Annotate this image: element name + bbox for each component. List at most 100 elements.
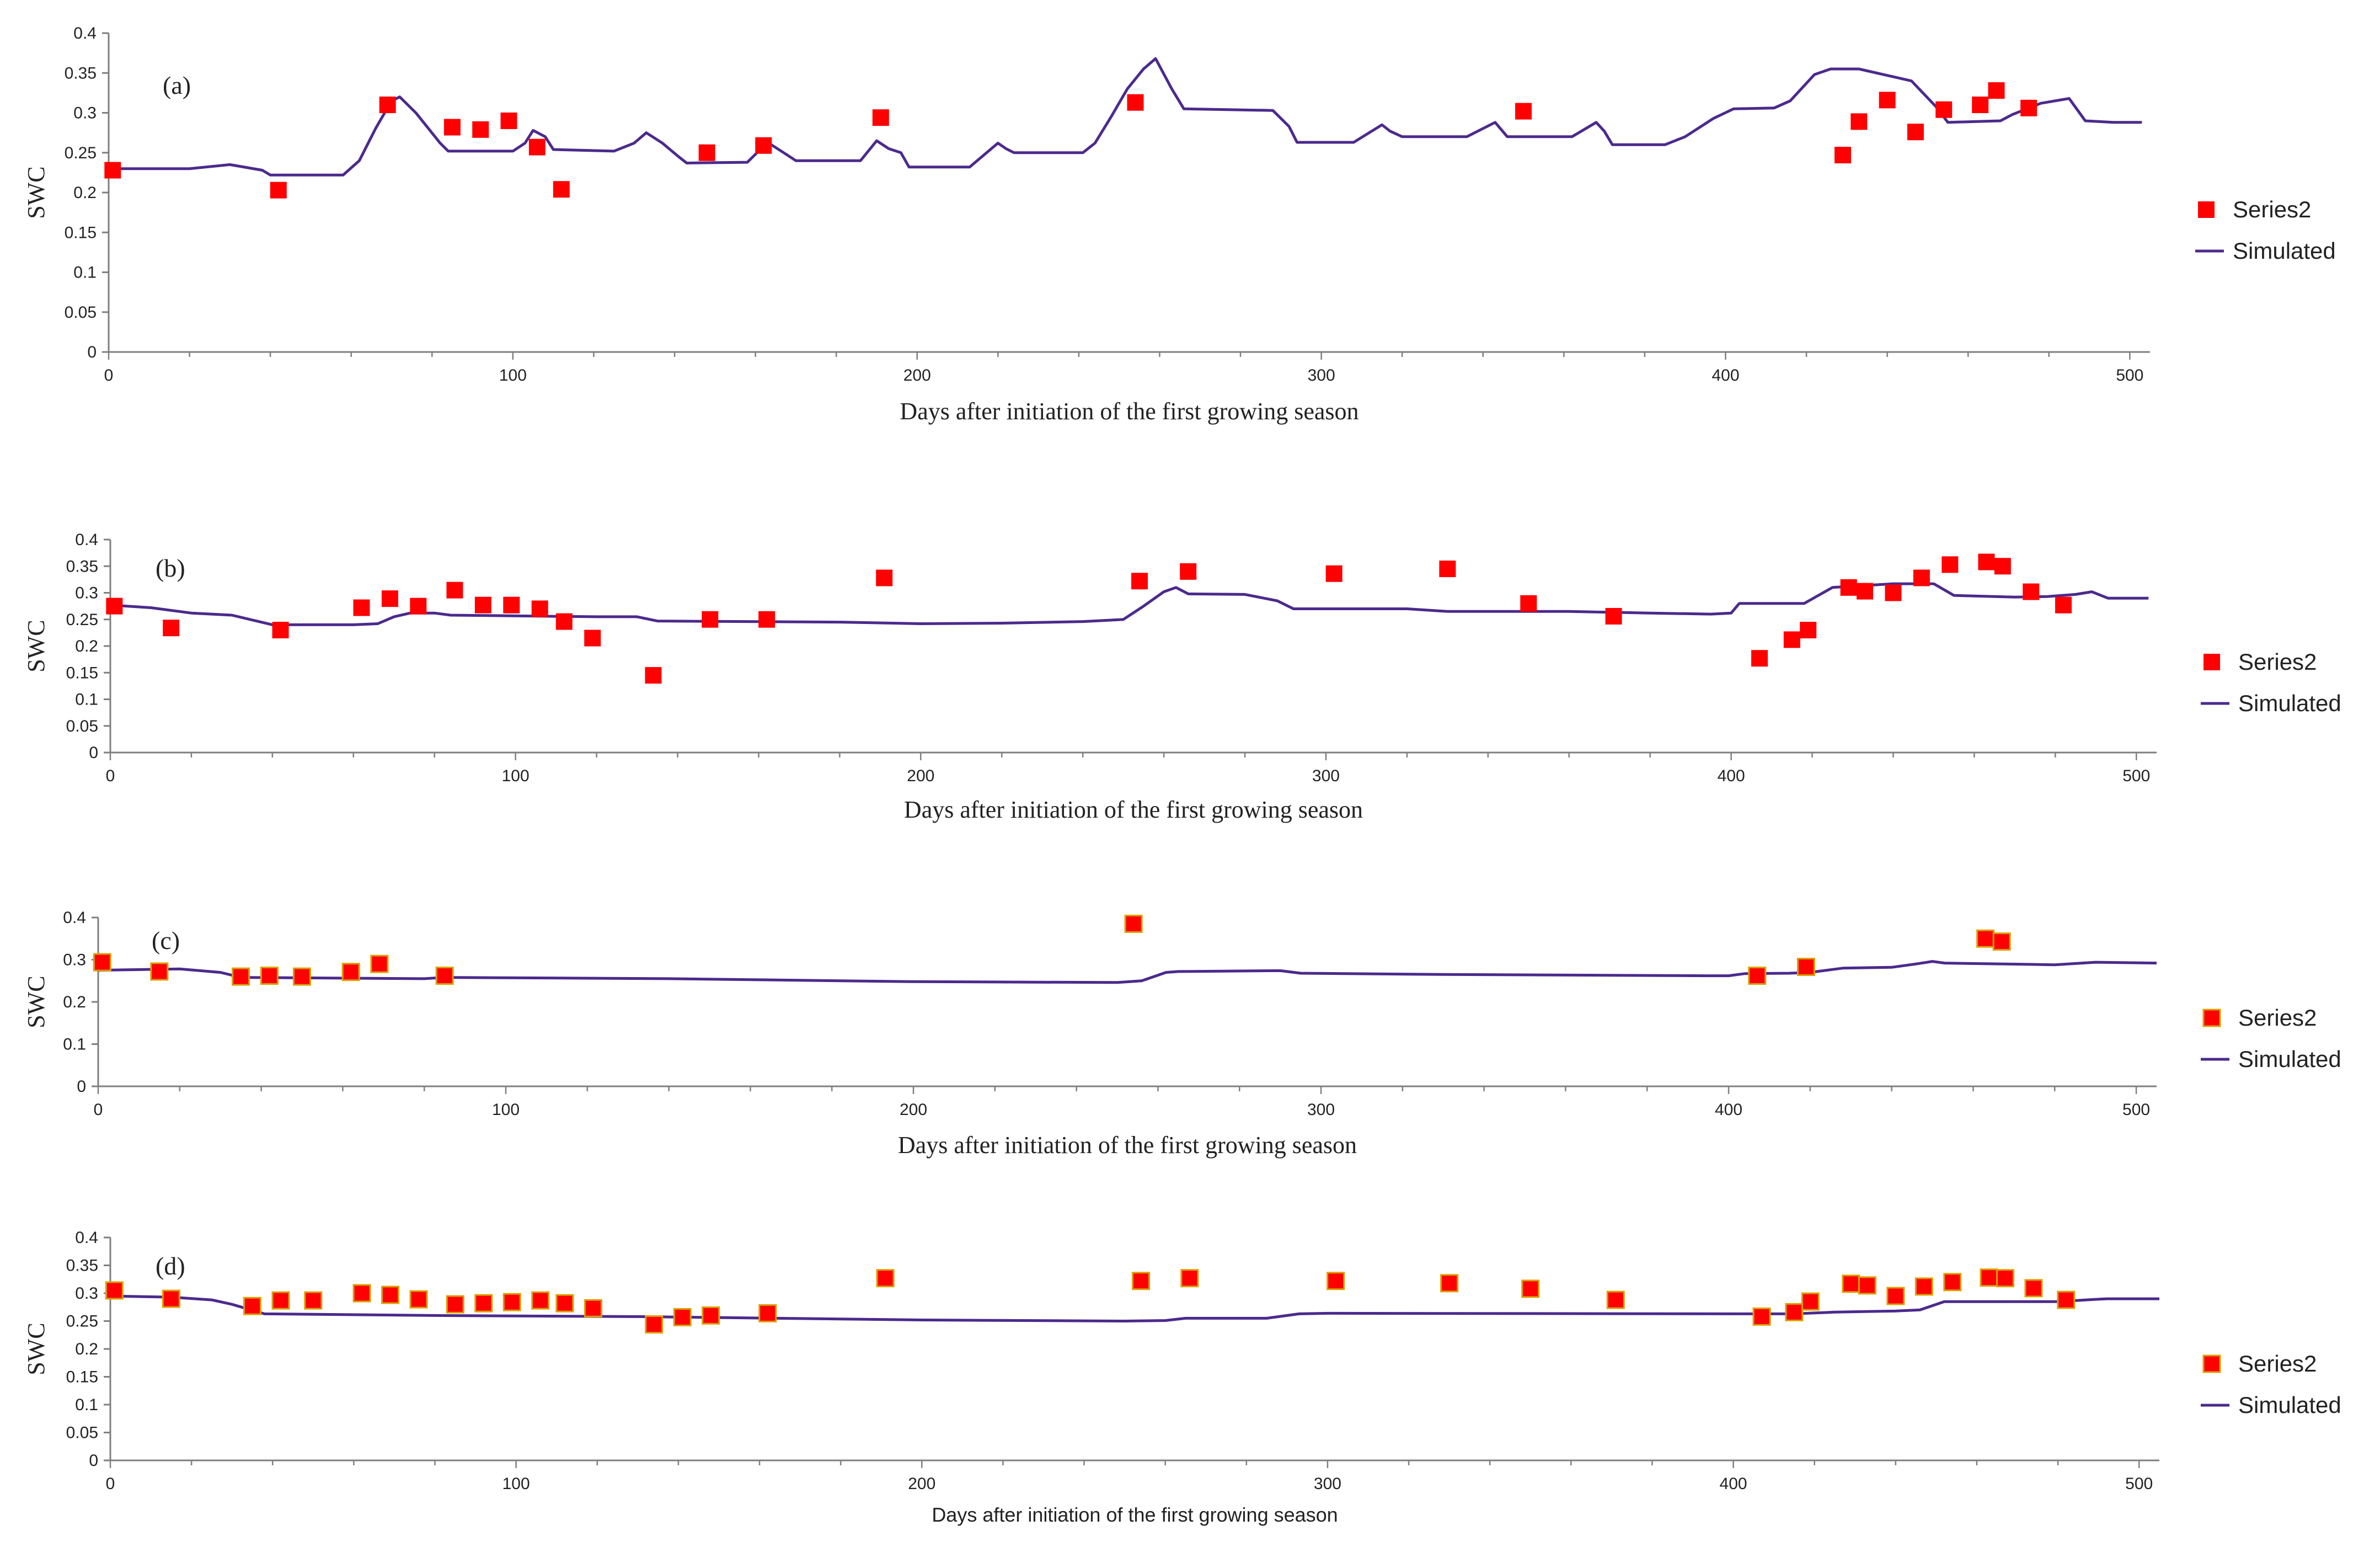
observed-point: [446, 1295, 464, 1314]
y-tick-label: 0.3: [75, 584, 98, 602]
x-tick-label: 500: [2122, 1101, 2150, 1119]
observed-point: [435, 967, 454, 985]
observed-point: [381, 1285, 400, 1304]
panel-label: (c): [152, 926, 180, 954]
x-tick-label: 100: [502, 1475, 530, 1493]
legend-observed-marker: [2203, 654, 2220, 670]
simulated-line: [98, 960, 2157, 984]
chart-panel-d: 0 0.05 0.1 0.15 0.2 0.25 0.3 0.35 0.4 0 100 200 300 4…: [23, 1229, 2341, 1526]
observed-point: [1857, 583, 1874, 600]
observed-point: [1972, 97, 1989, 114]
x-tick-label: 400: [1718, 767, 1745, 785]
y-tick-label: 0.4: [63, 909, 86, 927]
y-tick-label: 0.35: [65, 64, 97, 82]
observed-point: [105, 1281, 124, 1300]
observed-point: [673, 1308, 692, 1326]
observed-point: [755, 137, 772, 154]
observed-point: [1180, 563, 1197, 580]
y-axis-title: SWC: [23, 1322, 50, 1375]
x-tick-label: 400: [1715, 1101, 1742, 1119]
observed-point: [1796, 958, 1815, 977]
observed-point: [1978, 553, 1995, 570]
y-tick-label: 0.05: [66, 717, 98, 735]
observed-point: [150, 962, 169, 981]
chart-panel-c: 0 0.1 0.2 0.3 0.4 0 100 200 300 400 500 SWC Days aft…: [23, 909, 2341, 1159]
observed-point: [1994, 558, 2011, 575]
observed-point: [2024, 1279, 2043, 1298]
simulated-line: [109, 57, 2142, 177]
observed-point: [2057, 1290, 2076, 1309]
panel-label: (a): [163, 71, 191, 99]
y-axis-title: SWC: [23, 166, 50, 218]
observed-point: [876, 1269, 895, 1288]
observed-point: [1943, 1273, 1962, 1292]
x-tick-label: 200: [900, 1101, 927, 1119]
observed-point: [1988, 82, 2005, 99]
observed-point: [1835, 147, 1852, 164]
x-axis-title: Days after initiation of the first growi…: [932, 1503, 1338, 1526]
legend-observed-label: Series2: [2233, 196, 2311, 222]
x-axis-title: Days after initiation of the first growi…: [900, 398, 1359, 425]
observed-point: [1606, 1290, 1625, 1309]
observed-point: [443, 119, 461, 136]
x-tick-label: 300: [1314, 1475, 1341, 1493]
x-tick-label: 400: [1712, 366, 1739, 385]
y-tick-label: 0.1: [75, 691, 98, 709]
observed-point: [1850, 113, 1868, 130]
observed-point: [503, 596, 520, 614]
y-tick-label: 0.25: [66, 1313, 98, 1331]
observed-point: [698, 144, 715, 161]
observed-point: [1515, 103, 1532, 120]
observed-point: [584, 630, 601, 647]
observed-point: [531, 1291, 550, 1310]
observed-point: [1885, 584, 1902, 601]
observed-point: [555, 1294, 574, 1313]
y-tick-label: 0.2: [63, 993, 86, 1011]
observed-point: [1800, 622, 1817, 639]
observed-point: [1748, 967, 1767, 985]
x-tick-label: 0: [106, 1475, 115, 1493]
legend-observed-label: Series2: [2238, 1351, 2317, 1377]
observed-point: [304, 1291, 323, 1310]
y-tick-label: 0.25: [65, 144, 97, 162]
observed-point: [1842, 1274, 1860, 1293]
y-tick-label: 0.25: [66, 611, 98, 629]
y-tick-label: 0.3: [63, 951, 86, 969]
y-tick-label: 0.1: [75, 1396, 98, 1414]
observed-point: [1131, 573, 1148, 590]
observed-point: [1976, 929, 1995, 948]
observed-point: [1801, 1292, 1820, 1311]
y-tick-label: 0.15: [65, 223, 97, 242]
y-tick-label: 0.4: [75, 531, 98, 549]
observed-point: [232, 967, 250, 986]
observed-point: [1996, 1269, 2014, 1288]
x-tick-label: 0: [94, 1101, 103, 1119]
x-axis-title: Days after initiation of the first growi…: [904, 796, 1363, 823]
observed-point: [584, 1299, 602, 1317]
observed-point: [2020, 99, 2037, 116]
x-tick-label: 100: [492, 1101, 520, 1119]
observed-point: [163, 620, 180, 637]
legend-simulated-label: Simulated: [2233, 238, 2336, 264]
observed-point: [702, 1306, 720, 1325]
observed-point: [1992, 932, 2011, 951]
observed-point: [645, 667, 662, 684]
observed-point: [353, 599, 370, 616]
observed-point: [1783, 631, 1800, 648]
observed-point: [260, 967, 279, 985]
observed-point: [381, 590, 398, 607]
observed-point: [2023, 583, 2040, 600]
observed-point: [1124, 914, 1143, 933]
observed-point: [502, 1293, 521, 1311]
observed-point: [872, 109, 889, 126]
panel-label: (b): [156, 554, 185, 582]
observed-point: [474, 596, 491, 614]
legend: Series2 Simulated: [2201, 1005, 2341, 1072]
chart-panel-a: 0 0.05 0.1 0.15 0.2 0.25 0.3 0.35 0.4 0 100 200 300 4…: [23, 24, 2336, 425]
observed-point: [341, 963, 360, 981]
observed-point: [1914, 1277, 1933, 1296]
legend-simulated-label: Simulated: [2238, 1046, 2341, 1072]
y-tick-label: 0.2: [75, 1340, 98, 1358]
y-tick-label: 0.2: [73, 184, 97, 202]
